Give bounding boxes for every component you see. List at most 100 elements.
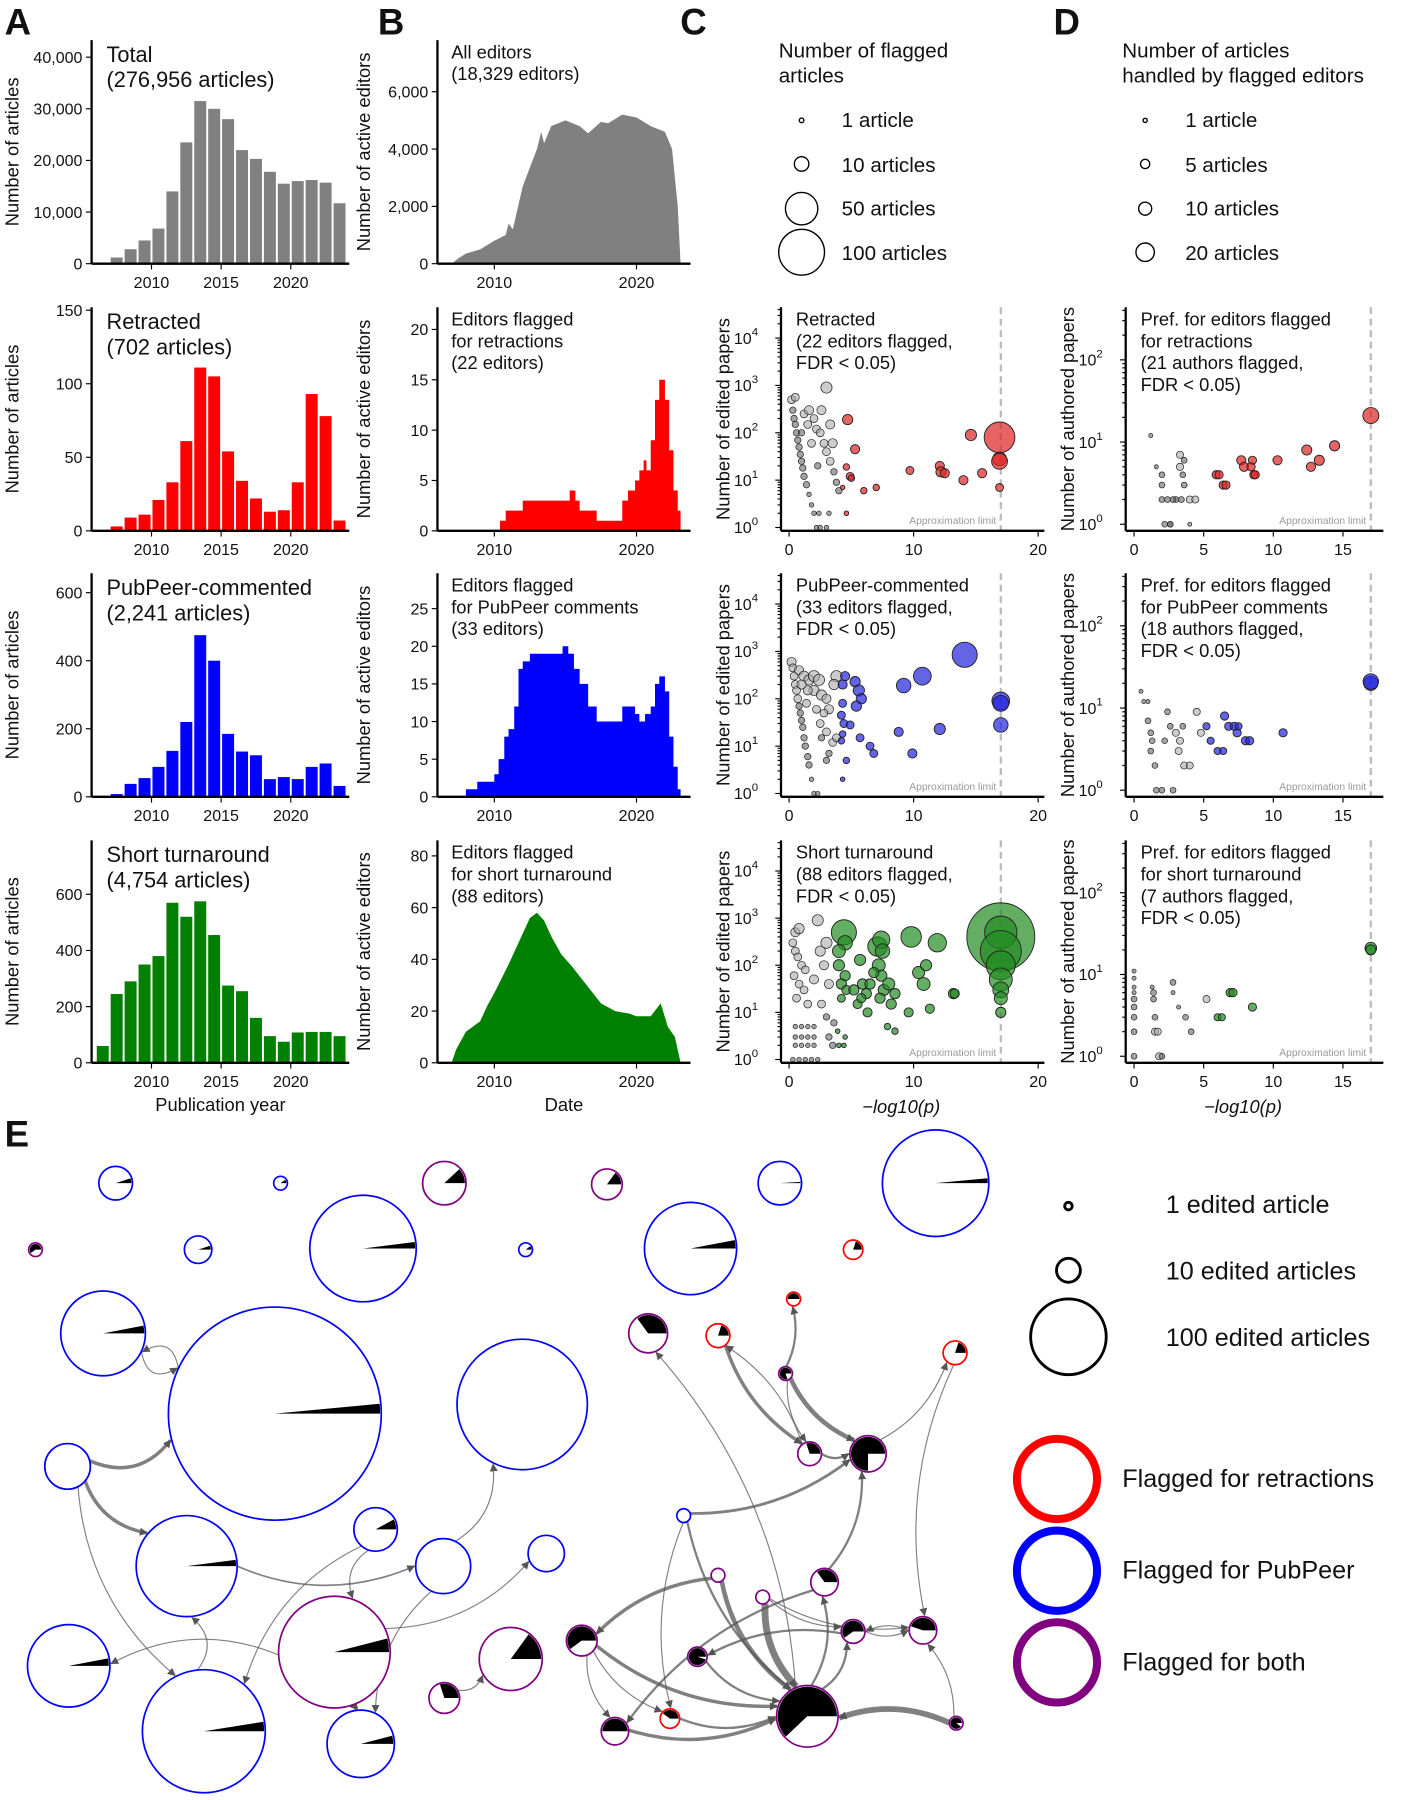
bar — [319, 763, 332, 797]
node-pie-wedge — [567, 1626, 596, 1650]
scatter-point-unflagged — [1179, 471, 1187, 479]
scatter-point-unflagged — [1153, 786, 1160, 794]
network-node — [456, 1338, 589, 1471]
bar — [138, 240, 151, 264]
legend-d-title-line1: Number of articles — [1122, 39, 1289, 62]
bar — [124, 783, 137, 797]
bar — [277, 183, 290, 264]
network-edge — [655, 1351, 797, 1688]
bar — [152, 228, 165, 264]
scatter-point-unflagged — [1176, 1004, 1182, 1010]
scatter-point-flagged — [995, 483, 1004, 492]
y-tick-exponent: 4 — [752, 593, 759, 605]
scatter-point-flagged — [832, 959, 845, 972]
scatter-point-flagged — [1217, 1013, 1226, 1022]
panel-letter-b: B — [378, 1, 404, 42]
network-edge — [865, 1624, 910, 1632]
scatter-point-unflagged — [1151, 1013, 1159, 1021]
x-tick-label: 2015 — [203, 541, 239, 559]
scatter-point-flagged — [1305, 461, 1316, 472]
bar — [249, 498, 262, 531]
bar — [249, 1017, 262, 1063]
y-tick-label: 100 — [734, 782, 758, 803]
scatter-point-unflagged — [798, 1042, 805, 1048]
bar — [124, 517, 137, 531]
bar — [138, 514, 151, 531]
legend-color-ring — [1012, 1434, 1102, 1524]
y-tick-label: 20,000 — [33, 152, 82, 170]
y-tick-label: 100 — [1079, 779, 1103, 800]
scatter-point-unflagged — [822, 447, 831, 456]
scatter-point-unflagged — [796, 1056, 802, 1063]
scatter-point-flagged — [1214, 470, 1224, 480]
y-tick-label: 60 — [410, 899, 428, 917]
scatter-point-flagged — [991, 452, 1008, 470]
network-node — [754, 1589, 771, 1605]
y-tick-exponent: 0 — [1096, 513, 1102, 525]
scatter-point-unflagged — [802, 699, 811, 708]
network-edge — [346, 1549, 370, 1599]
scatter-point-flagged — [1362, 673, 1379, 690]
y-tick-label: 20 — [410, 321, 428, 339]
y-tick-label: 100 — [734, 1048, 758, 1069]
scatter-point-flagged — [920, 959, 933, 972]
bar — [291, 1032, 304, 1063]
y-tick-label: 400 — [56, 652, 83, 670]
x-axis-label: Date — [545, 1094, 584, 1115]
y-tick-label: 40 — [410, 951, 428, 969]
network-node — [428, 1681, 461, 1715]
legend-c-item: 10 articles — [842, 154, 936, 177]
x-tick-label: 0 — [1130, 541, 1139, 559]
scatter-point-flagged — [847, 474, 856, 482]
network-node — [478, 1626, 544, 1692]
y-tick-label: 102 — [1079, 349, 1103, 370]
bar — [305, 1031, 318, 1063]
network-edge — [788, 1377, 856, 1443]
chart-title: (33 editors) — [451, 618, 544, 639]
y-tick-label: 102 — [734, 954, 758, 975]
network-node — [421, 1160, 467, 1206]
scatter-point-flagged — [1219, 711, 1230, 721]
scatter-point-unflagged — [1192, 707, 1201, 716]
y-tick-label: 0 — [74, 523, 83, 541]
node-ring — [414, 1537, 472, 1595]
scatter-point-flagged — [854, 953, 867, 966]
scatter-point-unflagged — [1191, 495, 1200, 504]
y-tick-exponent: 0 — [1096, 1045, 1102, 1057]
scatter-point-flagged — [1202, 722, 1211, 731]
network-node — [414, 1537, 472, 1595]
scatter-point-unflagged — [832, 478, 840, 486]
x-tick-label: 10 — [1264, 807, 1282, 825]
approximation-limit-label: Approximation limit — [1279, 1048, 1366, 1059]
network-edge — [810, 1596, 829, 1687]
x-tick-label: 2020 — [619, 1073, 655, 1091]
network-edge — [77, 1486, 176, 1677]
y-tick-label: 10 — [410, 422, 428, 440]
y-axis-label: Number of articles — [1, 611, 22, 760]
scatter-point-flagged — [913, 666, 932, 686]
scatter-point-flagged — [927, 933, 947, 953]
bar — [277, 510, 290, 531]
scatter-point-unflagged — [1130, 1028, 1138, 1035]
y-tick-label: 101 — [1079, 431, 1103, 452]
x-tick-label: 2020 — [619, 274, 655, 292]
scatter-point-unflagged — [1153, 1027, 1162, 1036]
scatter-point-flagged — [850, 444, 861, 455]
approximation-limit-label: Approximation limit — [1279, 516, 1366, 527]
scatter-point-flagged — [838, 698, 848, 708]
scatter-point-unflagged — [1178, 496, 1185, 503]
bar — [333, 203, 346, 264]
y-tick-exponent: 3 — [752, 907, 758, 919]
node-pie-wedge — [842, 1620, 864, 1638]
scatter-point-unflagged — [808, 1056, 815, 1063]
scatter-point-unflagged — [805, 1034, 811, 1040]
node-pie-wedge — [935, 1178, 988, 1184]
panel-a-chart: 0 200 400 600 2010 2015 2020 Short turnaround(4… — [1, 840, 350, 1115]
scatter-point-unflagged — [822, 727, 831, 737]
y-tick-exponent: 2 — [752, 954, 758, 966]
scatter-point-flagged — [874, 943, 891, 959]
network-edge — [915, 1364, 955, 1617]
network-node — [785, 1291, 802, 1307]
